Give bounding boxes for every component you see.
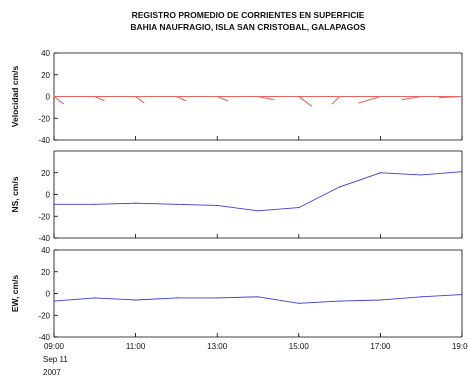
- x-year-label: 2007: [43, 368, 61, 377]
- data-point: [379, 172, 381, 174]
- data-point: [53, 300, 55, 302]
- current-vector-stick: [176, 95, 187, 102]
- data-point: [216, 204, 218, 206]
- y-tick-label: 20: [41, 169, 50, 178]
- y-axis-label: Velocidad cm/s: [10, 66, 20, 128]
- current-vector-stick: [94, 95, 105, 102]
- y-tick-label: 0: [46, 191, 51, 200]
- panel-3: -40 -20 0 20 40 EW, cm/s: [10, 246, 463, 342]
- series-line: [53, 294, 463, 304]
- y-tick-label: 40: [41, 49, 50, 58]
- current-vector-stick: [135, 96, 145, 104]
- data-point: [175, 203, 177, 205]
- panel-1: -40 -20 0 20 40 Velocidad cm/s: [10, 49, 463, 145]
- current-vector-stick: [401, 95, 422, 101]
- data-point: [420, 296, 422, 298]
- y-tick-label: 20: [41, 71, 50, 80]
- data-point: [94, 203, 96, 205]
- data-point: [461, 293, 463, 296]
- x-tick-label: 11:00: [126, 342, 146, 351]
- data-point: [420, 174, 422, 176]
- y-axis-label: NS, cm/s: [10, 176, 20, 212]
- x-tick-label: 19:00: [452, 342, 468, 351]
- x-tick-label: 09:00: [44, 342, 65, 351]
- data-point: [257, 296, 259, 298]
- panel-2: -40 -20 0 20 NS, cm/s: [10, 150, 463, 243]
- y-tick-label: 0: [46, 93, 51, 102]
- data-point: [298, 302, 300, 304]
- chart-title: REGISTRO PROMEDIO DE CORRIENTES EN SUPER…: [132, 10, 365, 20]
- data-point: [379, 299, 381, 301]
- y-tick-label: 20: [41, 268, 50, 277]
- data-point: [94, 297, 96, 299]
- y-tick-label: -20: [38, 311, 50, 320]
- current-vector-stick: [331, 96, 340, 105]
- data-point: [53, 203, 55, 205]
- chart-subtitle: BAHIA NAUFRAGIO, ISLA SAN CRISTOBAL, GAL…: [130, 22, 366, 32]
- x-tick-label: 15:00: [289, 342, 310, 351]
- current-vector-stick: [257, 95, 275, 101]
- y-tick-label: -20: [38, 114, 50, 123]
- data-point: [461, 171, 463, 173]
- current-vector-stick: [298, 96, 313, 107]
- data-point: [135, 299, 137, 301]
- x-date-label: Sep 11: [43, 355, 68, 364]
- data-point: [216, 297, 218, 299]
- y-axis-label: EW, cm/s: [10, 275, 20, 313]
- data-point: [298, 206, 300, 209]
- y-tick-label: -40: [38, 136, 50, 145]
- y-tick-label: -40: [38, 333, 50, 342]
- y-tick-label: 40: [41, 246, 50, 255]
- data-point: [257, 210, 259, 212]
- data-point: [339, 300, 341, 302]
- y-tick-label: -20: [38, 212, 50, 221]
- data-point: [339, 186, 341, 188]
- y-tick-label: 0: [46, 290, 51, 299]
- current-vector-stick: [53, 96, 65, 105]
- current-vector-stick: [439, 95, 463, 99]
- current-vector-stick: [358, 95, 381, 104]
- series-line: [54, 171, 463, 212]
- data-point: [175, 297, 177, 299]
- x-tick-label: 17:00: [370, 342, 391, 351]
- x-tick-label: 13:00: [207, 342, 228, 351]
- y-tick-label: -40: [38, 234, 50, 243]
- data-point: [135, 202, 137, 204]
- current-vector-stick: [216, 95, 229, 102]
